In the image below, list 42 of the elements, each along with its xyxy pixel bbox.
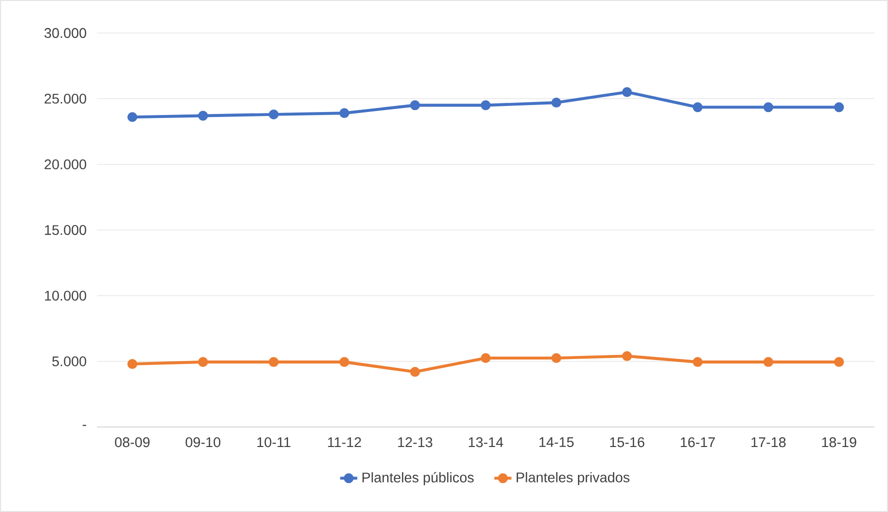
point (622, 87, 632, 98)
point (127, 112, 138, 122)
point (339, 108, 350, 118)
point (834, 357, 844, 367)
x-tick-label: 09-10 (186, 437, 220, 448)
point (127, 359, 138, 369)
point (763, 357, 774, 367)
point (551, 98, 562, 108)
y-tick-label: - (82, 424, 86, 426)
point (480, 353, 491, 363)
x-tick-label: 11-12 (328, 437, 361, 448)
legend-label: Planteles públicos (362, 472, 474, 486)
legend-label: Planteles privados (516, 472, 630, 486)
y-tick-label: 15.000 (44, 225, 86, 235)
y-tick-label: 5.000 (52, 356, 86, 366)
point (410, 366, 420, 377)
x-tick-label: 10-11 (257, 437, 290, 448)
point (622, 351, 632, 362)
y-tick-label: 20.000 (44, 159, 86, 170)
y-tick-label: 25.000 (44, 94, 86, 104)
x-tick-label: 16-17 (680, 437, 715, 448)
x-tick-label: 12-13 (398, 437, 432, 448)
point (410, 100, 420, 110)
y-tick-label: 10.000 (44, 290, 86, 301)
x-tick-label: 18-19 (822, 437, 856, 448)
point (268, 109, 279, 120)
point (198, 357, 208, 367)
x-tick-label: 15-16 (610, 437, 644, 448)
x-tick-label: 14-15 (540, 437, 574, 448)
point (551, 353, 562, 363)
x-tick-label: 13-14 (468, 437, 504, 448)
point (480, 100, 491, 110)
point (692, 357, 703, 367)
point (692, 102, 703, 112)
point (268, 357, 279, 367)
point (834, 102, 844, 112)
point (198, 110, 208, 121)
point (763, 102, 774, 112)
x-tick-label: 17-18 (752, 437, 786, 448)
point (339, 357, 350, 367)
x-tick-label: 08-09 (114, 437, 150, 448)
y-tick-label: 30.000 (44, 28, 86, 38)
